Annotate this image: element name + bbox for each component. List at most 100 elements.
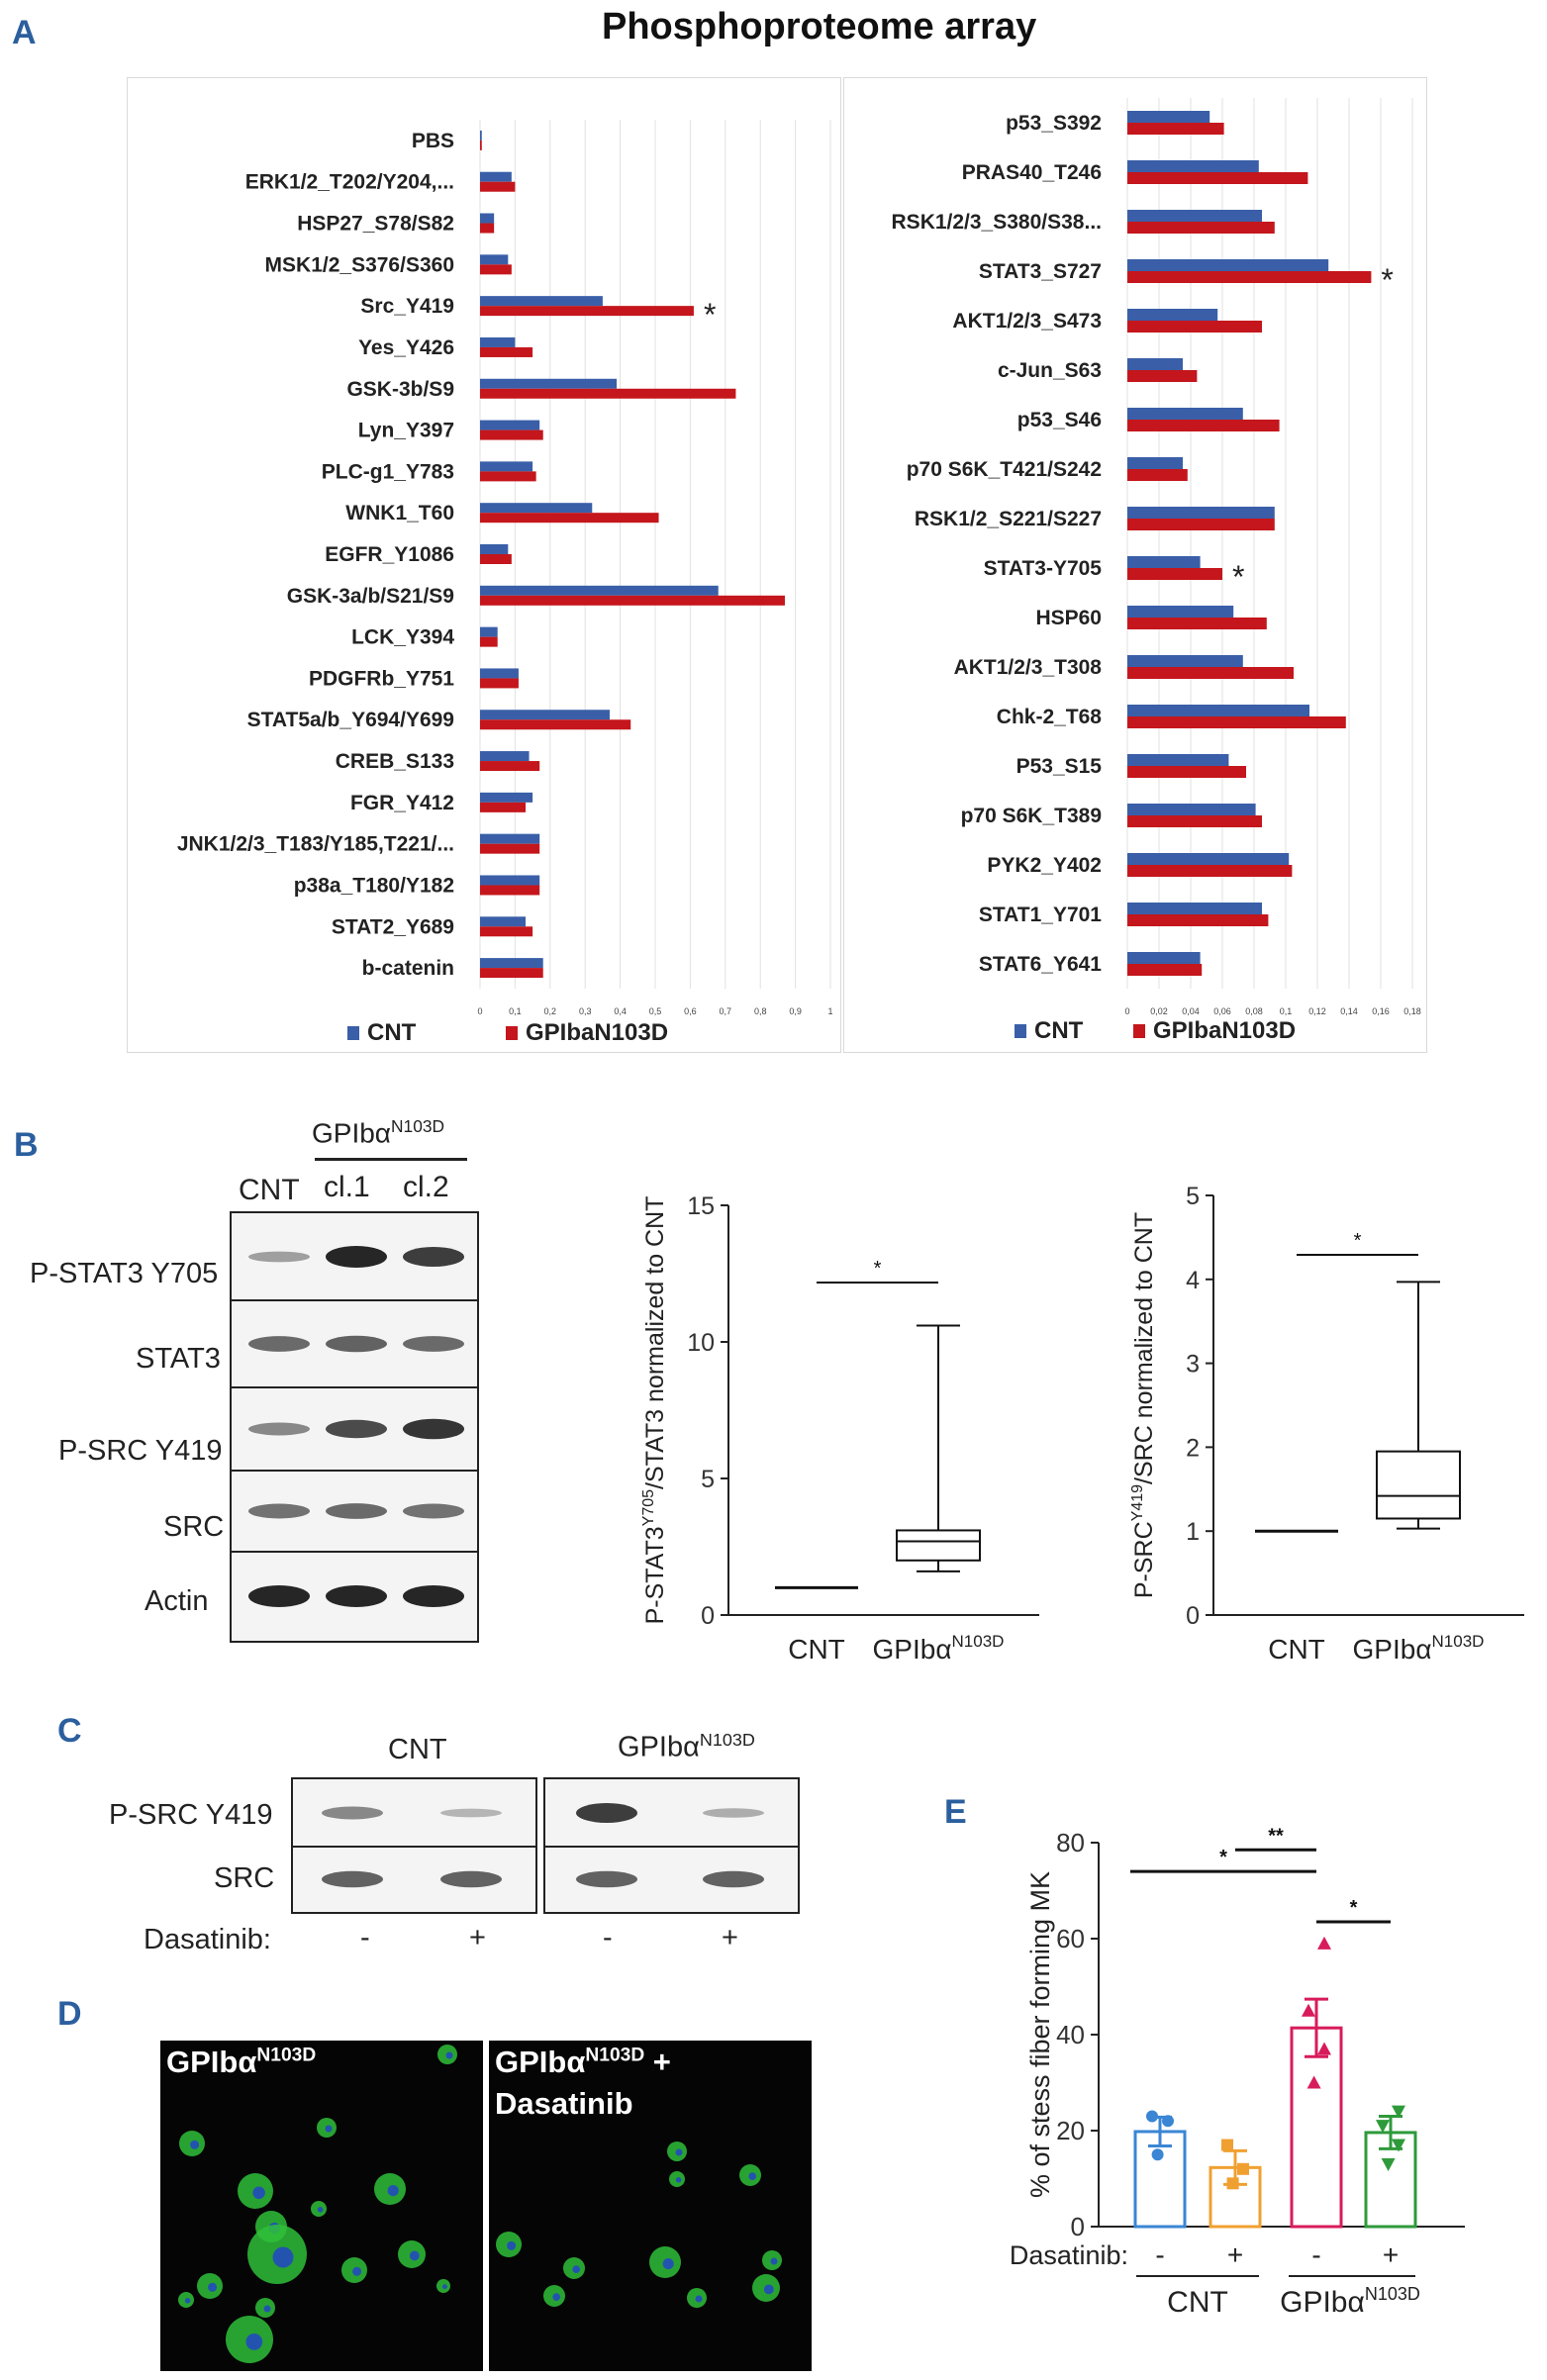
a-category-label: ERK1/2_T202/Y204,...	[245, 171, 454, 194]
b-y-label-rest: /SRC normalized to CNT	[1130, 1212, 1158, 1484]
a-bar-gpiba	[480, 636, 498, 647]
e-group-label-cnt: CNT	[1167, 2286, 1228, 2319]
a-tick-label: 0,18	[1403, 1006, 1421, 1016]
a-bar-gpiba	[480, 223, 495, 234]
a-category-label: Lyn_Y397	[358, 420, 454, 442]
a-category-label: p70 S6K_T421/S242	[907, 458, 1102, 481]
blot-b-header-line	[315, 1158, 467, 1161]
a-bar-cnt	[480, 503, 593, 514]
a-bar-gpiba	[480, 140, 482, 150]
e-point	[1151, 2148, 1164, 2161]
a-bar-gpiba	[480, 595, 785, 606]
a-tick-label: 0,1	[509, 1006, 522, 1016]
a-bar-cnt	[1127, 556, 1201, 568]
a-bar-cnt	[480, 668, 519, 679]
a-bar-cnt	[480, 751, 530, 762]
a-bar-gpiba	[480, 761, 540, 772]
cell-nucleus	[252, 2186, 265, 2200]
a-bar-cnt	[480, 420, 540, 430]
e-y-tick-label: 20	[1056, 2116, 1085, 2145]
cell-nucleus	[184, 2298, 191, 2304]
a-category-label: P53_S15	[1016, 755, 1103, 778]
chart-a-right: 0 0,02 0,04 0,06 0,08 0,1 0,12 0,14 0,16 0,18 p53_…	[892, 98, 1421, 1044]
b-y-tick-label: 5	[1186, 1183, 1200, 1210]
cell-nucleus	[748, 2172, 757, 2180]
blot-band	[703, 1808, 764, 1818]
a-tick-label: 0,06	[1213, 1006, 1231, 1016]
cell-nucleus	[675, 2148, 683, 2156]
a-category-label: Src_Y419	[360, 295, 454, 318]
a-category-label: p53_S46	[1017, 409, 1102, 431]
a-category-label: STAT6_Y641	[979, 953, 1102, 976]
a-category-label: STAT5a/b_Y694/Y699	[247, 709, 454, 731]
a-bar-gpiba	[480, 388, 736, 399]
e-point	[1226, 2177, 1239, 2190]
micrograph-dasa-label-plus: +	[644, 2045, 671, 2079]
blot-band	[403, 1503, 464, 1519]
blot-c-header-gp-sup: N103D	[699, 1730, 755, 1750]
blot-c-dasa-1: -	[360, 1922, 370, 1953]
a-bar-cnt	[1127, 507, 1275, 519]
legend-label-gpiba: GPIbaN103D	[1153, 1017, 1296, 1044]
a-bar-gpiba	[1127, 667, 1294, 679]
a-category-label: GSK-3a/b/S21/S9	[287, 585, 454, 608]
b-y-label-main: P-SRC	[1130, 1521, 1158, 1598]
blot-b-row-actin: Actin	[145, 1585, 209, 1617]
panel-letter-a: A	[12, 14, 37, 51]
e-point	[1237, 2162, 1249, 2175]
a-bar-gpiba	[480, 802, 527, 812]
e-dasatinib-label: Dasatinib:	[1010, 2240, 1128, 2270]
blot-band	[403, 1585, 464, 1607]
cell-nucleus	[441, 2284, 447, 2290]
a-bar-cnt	[1127, 655, 1243, 667]
blot-band	[248, 1585, 310, 1607]
blot-band	[403, 1247, 464, 1267]
cell-nucleus	[190, 2140, 200, 2149]
blot-band	[576, 1870, 637, 1888]
e-point	[1317, 2042, 1331, 2055]
e-group-label-gp-main: GPIbα	[1280, 2286, 1365, 2319]
a-bar-gpiba	[480, 719, 631, 730]
a-category-label: FGR_Y412	[350, 792, 454, 814]
a-bar-cnt	[1127, 705, 1309, 716]
panel-letter-d: D	[57, 1995, 82, 2033]
blot-bands	[232, 1246, 477, 1607]
a-bar-cnt	[480, 336, 516, 347]
b-y-tick-label: 15	[687, 1192, 715, 1220]
blot-band	[322, 1870, 383, 1888]
a-category-label: STAT2_Y689	[332, 915, 454, 938]
a-bar-cnt	[480, 378, 618, 389]
chart-a-left: 0 0,1 0,2 0,3 0,4 0,5 0,6 0,7 0,8 0,9 1 PBS ERK1/2_T…	[177, 120, 833, 1046]
a-bar-cnt	[480, 171, 512, 182]
e-y-tick-label: 80	[1056, 1828, 1085, 1857]
blot-band	[326, 1585, 387, 1607]
a-bar-cnt	[480, 710, 610, 720]
a-tick-label: 0,08	[1245, 1006, 1263, 1016]
a-category-label: p53_S392	[1006, 112, 1102, 135]
a-bar-cnt	[480, 254, 509, 265]
chart-b-stat3-boxplot: 0 5 10 15 P-STAT3Y705/STAT3 normalized to CN…	[640, 1192, 1039, 1665]
cell-nucleus	[245, 2333, 263, 2350]
legend-swatch-gpiba	[506, 1026, 518, 1040]
a-category-label: HSP60	[1035, 607, 1102, 629]
a-category-label: PLC-g1_Y783	[322, 460, 454, 483]
a-bar-cnt	[480, 461, 533, 472]
a-bar-gpiba	[1127, 618, 1267, 629]
cell-nucleus	[325, 2125, 333, 2133]
a-bar-gpiba	[480, 264, 512, 275]
b-y-label-sup: Y705	[640, 1489, 657, 1526]
a-tick-label: 1	[827, 1006, 832, 1016]
a-bar-gpiba	[1127, 370, 1198, 382]
e-significance-star: *	[1219, 1847, 1227, 1868]
cell-nucleus	[695, 2295, 703, 2303]
b-y-tick-label: 0	[1186, 1602, 1200, 1630]
a-bar-gpiba	[480, 513, 659, 524]
blot-band	[440, 1870, 502, 1888]
blot-band	[248, 1336, 310, 1352]
a-category-label: JNK1/2/3_T183/Y185,T221/...	[177, 833, 454, 856]
blot-c-header-gp-text: GPIbα	[618, 1731, 700, 1763]
a-category-label: LCK_Y394	[351, 626, 454, 649]
a-category-label: PBS	[412, 130, 454, 152]
blot-band	[326, 1503, 387, 1519]
a-bar-cnt	[480, 213, 495, 224]
